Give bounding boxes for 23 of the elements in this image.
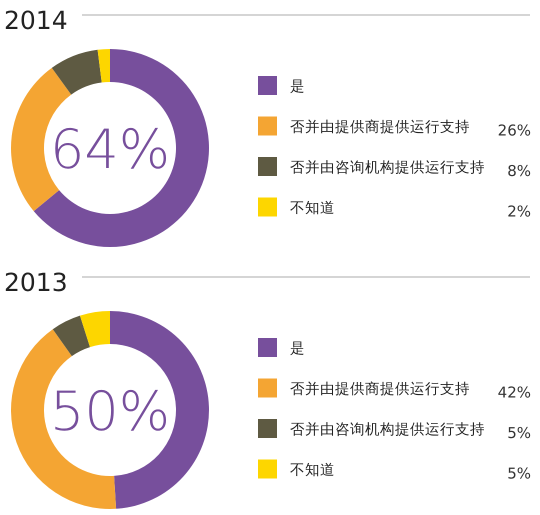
legend-label: 不知道 <box>290 462 335 478</box>
donut-slice <box>52 50 102 95</box>
donut-slice <box>80 311 110 348</box>
legend-label: 否并由提供商提供运行支持 <box>290 118 470 136</box>
data-label: 5% <box>507 424 531 442</box>
data-label: 26% <box>498 122 531 140</box>
donut-slice <box>34 49 209 247</box>
legend-label: 是 <box>290 79 305 95</box>
chart-title: 2013 <box>4 268 68 297</box>
text: 64% <box>50 118 170 181</box>
chart-title: 2014 <box>4 6 68 35</box>
data-label: 5% <box>507 464 531 482</box>
data-label: 2% <box>507 202 531 220</box>
data-label: 42% <box>498 384 531 402</box>
legend-label: 否并由咨询机构提供运行支持 <box>290 421 485 438</box>
donut-slice <box>52 316 90 356</box>
legend-label: 是 <box>290 341 305 357</box>
legend-label: 否并由咨询机构提供运行支持 <box>290 159 485 176</box>
donut-slice <box>98 49 110 83</box>
text: 50% <box>50 380 170 443</box>
legend-label: 否并由提供商提供运行支持 <box>290 380 470 398</box>
data-label: 8% <box>507 162 531 180</box>
legend-label: 不知道 <box>290 200 335 216</box>
